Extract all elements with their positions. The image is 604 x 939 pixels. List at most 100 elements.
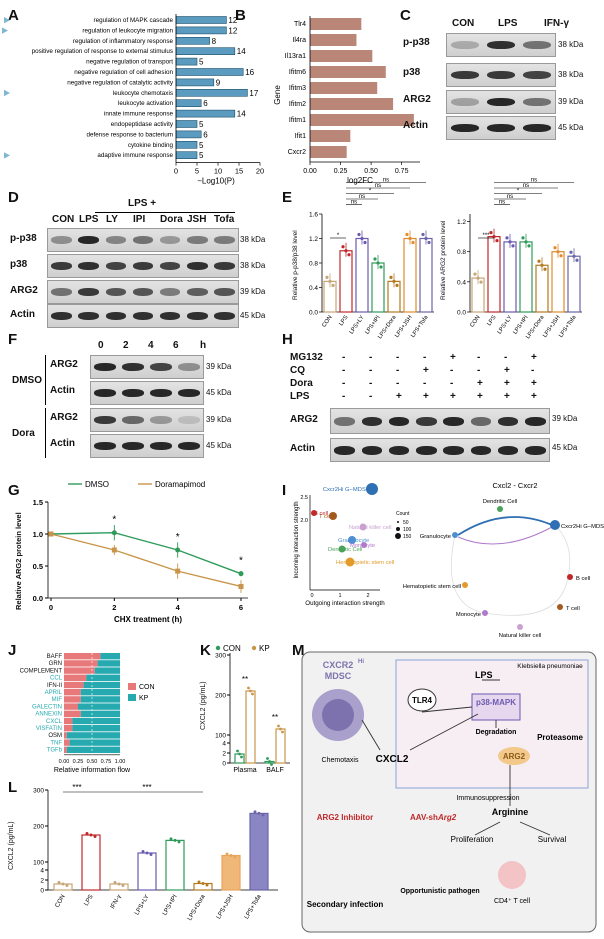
y-axis-label: Relative p-p38/p38 level <box>292 230 299 300</box>
panel-m-schematic: CXCR2 Hi MDSC LPS Klebsiella pneumoniae TLR4 p… <box>301 651 597 933</box>
data-point <box>268 760 271 763</box>
matrix-sign: - <box>396 378 400 389</box>
p38-label: p38-MAPK <box>476 698 516 707</box>
y-axis-label: Incoming interaction strength <box>294 501 300 578</box>
row-label: p-p38 <box>403 37 430 48</box>
tick-label: 1.6 <box>309 212 318 219</box>
y-axis-label: CXCL2 (pg/mL) <box>200 681 207 730</box>
network-node <box>550 520 560 530</box>
row-label: Actin <box>290 443 315 454</box>
lane-label: Dora <box>160 214 183 225</box>
go-bar <box>175 120 198 128</box>
blot-band <box>78 312 100 320</box>
tick-label: 300 <box>33 788 44 795</box>
row-label: Actin <box>50 385 75 396</box>
kda-label: 39 kDa <box>206 362 232 371</box>
bar <box>275 728 286 764</box>
data-point <box>527 244 531 248</box>
kda-label: 38 kDa <box>558 40 584 49</box>
data-point <box>405 232 409 237</box>
data-point <box>473 272 477 276</box>
kda-label: 45 kDa <box>206 441 232 450</box>
data-point <box>238 583 244 589</box>
blot-band <box>214 262 235 270</box>
matrix-sign: + <box>477 378 483 389</box>
category-label: LPS+LY <box>497 315 514 336</box>
bar <box>487 236 501 313</box>
data-point <box>236 749 239 753</box>
tick-label: 0.75 <box>101 759 112 765</box>
legend-label: KP <box>139 695 149 702</box>
bar-kp <box>66 732 120 739</box>
blot-band <box>132 236 154 244</box>
node-label: B cell <box>576 576 590 582</box>
time-label: 0 <box>98 340 104 351</box>
pathway-label: BAFF <box>47 654 63 660</box>
group-label: Plasma <box>233 767 256 774</box>
tick-label: 15 <box>235 167 243 176</box>
row-label: Actin <box>403 120 428 131</box>
matrix-sign: + <box>396 391 402 402</box>
degradation-label: Degradation <box>476 729 517 736</box>
blot-band <box>186 262 208 270</box>
blot-h-Actin <box>330 438 550 462</box>
pathway-label: ANNEXIN <box>35 712 62 718</box>
arrow <box>421 706 473 713</box>
tick-label: 0.0 <box>309 310 318 317</box>
bar <box>245 690 256 764</box>
legend-label: Doramapimod <box>155 480 205 489</box>
go-term-label: leukocyte activation <box>118 100 173 107</box>
bar <box>503 241 517 313</box>
data-point <box>247 686 250 690</box>
data-point <box>279 727 282 731</box>
pathway-label: IFN-II <box>47 683 62 689</box>
tick-label: 0.50 <box>364 168 378 175</box>
tick-label: 2 <box>366 593 369 599</box>
data-point <box>175 568 181 574</box>
survival-label: Survival <box>538 835 567 844</box>
legend-dot <box>215 645 221 651</box>
group-label: BALF <box>266 767 284 774</box>
pathway-label: TGFb <box>47 748 63 754</box>
x-axis-label: −Log10(P) <box>197 177 235 186</box>
go-bar <box>175 141 198 149</box>
panel-letter-I: I <box>282 482 287 499</box>
scatter-point <box>345 557 355 567</box>
point-label: Natural killer cell <box>349 525 392 531</box>
tick-label: 0 <box>49 603 53 612</box>
tick-label: 1 <box>338 593 341 599</box>
sig-label: * <box>517 189 520 195</box>
tick-label: 6 <box>239 603 243 612</box>
blot-band <box>51 288 72 296</box>
gene-label: Ifitm6 <box>289 69 306 76</box>
data-point <box>117 882 121 886</box>
matrix-sign: + <box>504 378 510 389</box>
go-value-label: 12 <box>228 16 237 25</box>
matrix-sign: + <box>450 352 456 363</box>
blot-f-Dora-Actin <box>90 434 204 458</box>
tick-label: 0.75 <box>395 168 409 175</box>
tick-label: 200 <box>215 693 226 700</box>
matrix-sign: - <box>342 365 346 376</box>
data-point <box>575 258 579 262</box>
matrix-sign: + <box>423 365 429 376</box>
point-label: Hematopietic stem cell <box>336 560 394 566</box>
blot-band <box>523 98 551 106</box>
tick-label: 0 <box>222 761 226 768</box>
lane-label: IPI <box>133 214 146 225</box>
tick-label: 100 <box>33 860 44 867</box>
data-point <box>145 851 149 855</box>
blot-band <box>443 416 464 426</box>
fc-bar <box>310 50 373 62</box>
matrix-sign: - <box>423 352 427 363</box>
bar-kp <box>80 689 120 696</box>
data-point <box>505 236 509 240</box>
sig-label: ns <box>531 178 537 184</box>
panel-b-chart: Tlr4 Il4ra Il13ra1 Ifitm6 Ifitm3 Ifitm2 Ifitm1… <box>273 16 420 185</box>
matrix-sign: - <box>396 352 400 363</box>
data-point <box>169 837 173 841</box>
data-point <box>233 855 237 859</box>
blot-d-ARG2 <box>47 280 239 304</box>
go-value-label: 8 <box>212 37 217 46</box>
blot-band <box>150 363 172 371</box>
